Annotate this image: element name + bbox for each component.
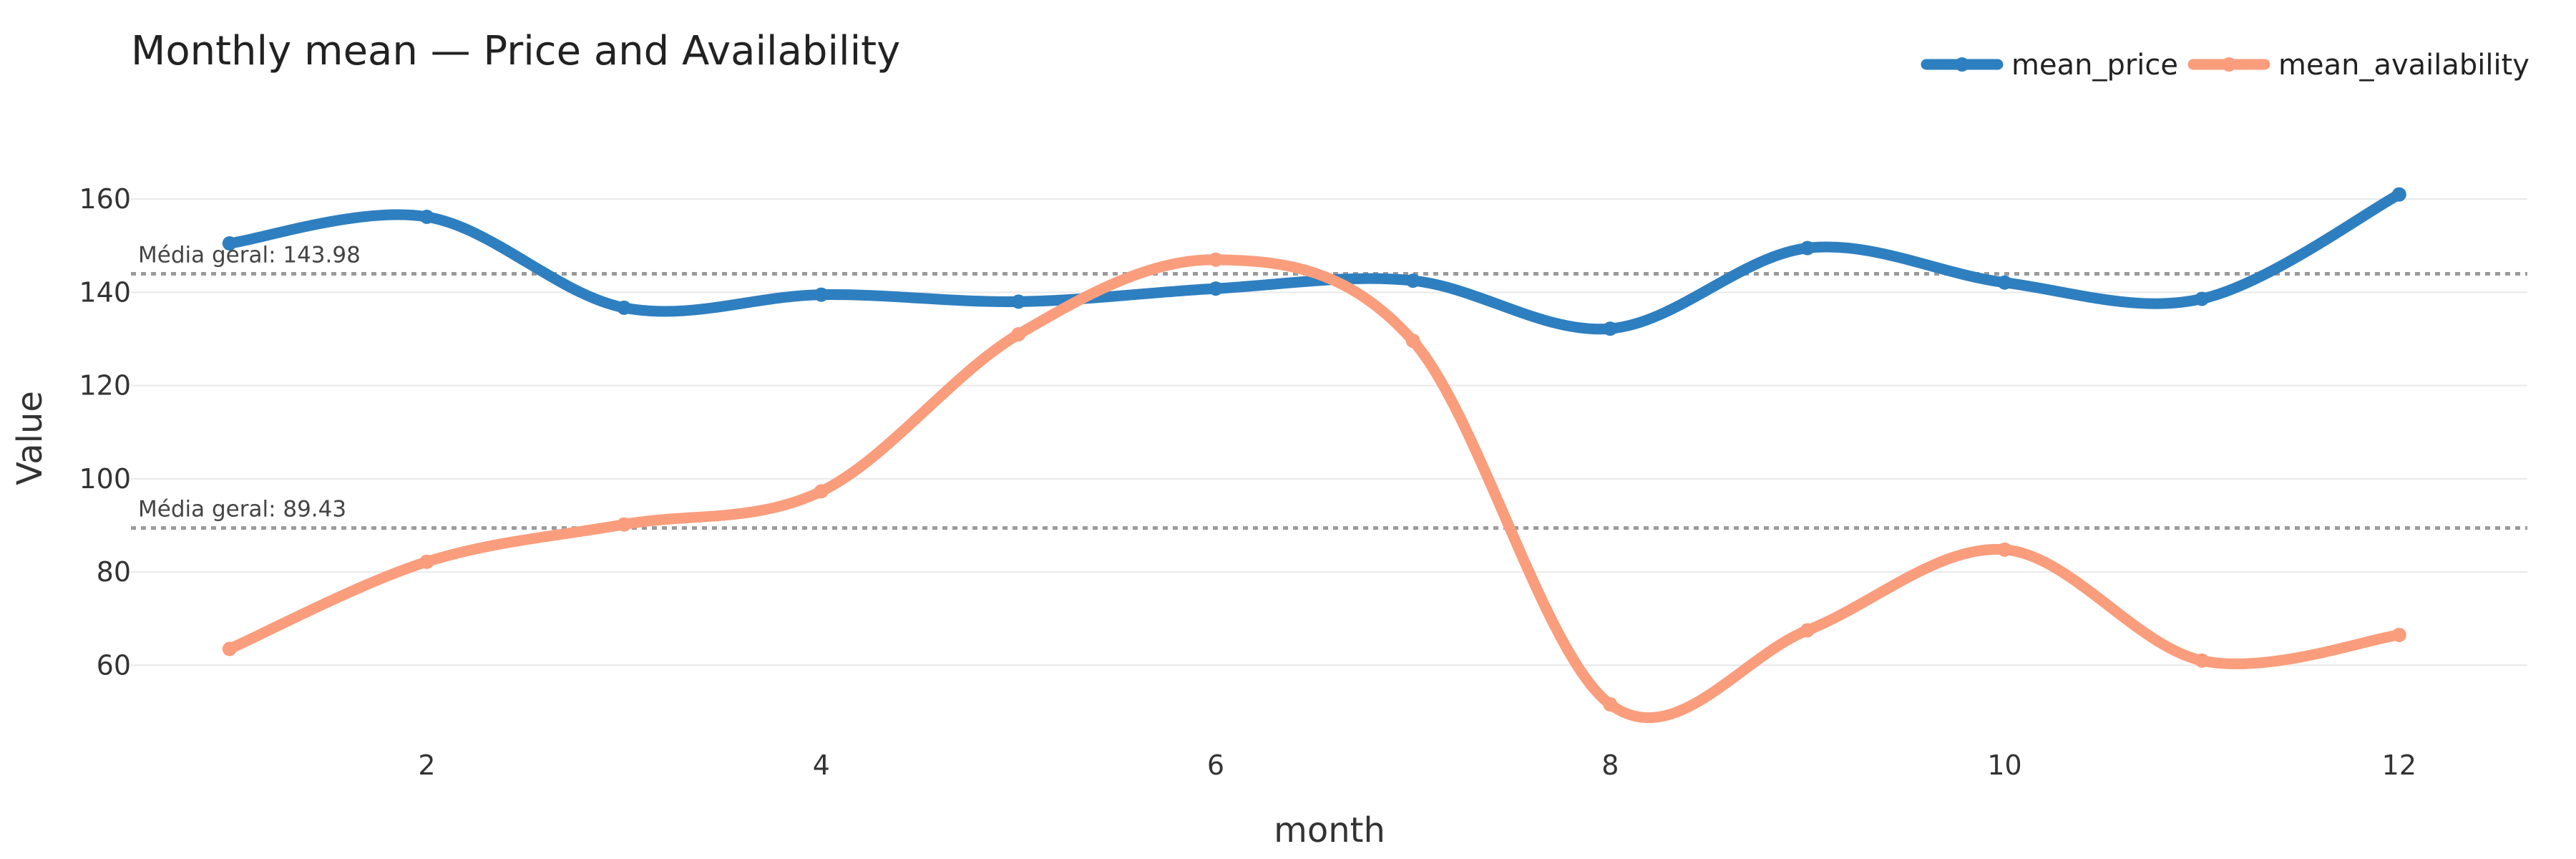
mean-annotation-1: Média geral: 143.98 (138, 242, 361, 268)
mean-price-point-12 (2391, 187, 2406, 202)
mean-availability-point-9 (1800, 623, 1815, 638)
y-axis-label: Value (10, 391, 50, 485)
x-axis-ticks: 2 4 6 8 10 12 (418, 749, 2416, 781)
mean-price-point-3 (617, 300, 632, 315)
legend-marker-mean-price (1955, 57, 1969, 72)
x-tick-label-8: 8 (1601, 749, 1619, 781)
plot-area: Média geral: 143.98 Média geral: 89.43 2 4… (79, 183, 2527, 781)
mean-price-point-1 (222, 236, 237, 251)
x-tick-label-10: 10 (1987, 749, 2021, 781)
mean-price-point-4 (814, 287, 829, 302)
legend-marker-mean-availability (2222, 57, 2236, 72)
mean-annotation-2: Média geral: 89.43 (138, 497, 346, 523)
mean-availability-point-5 (1011, 326, 1026, 341)
mean-price-point-9 (1800, 241, 1815, 256)
mean-availability-point-3 (617, 517, 632, 532)
mean-availability-line (224, 254, 2405, 724)
legend-label-mean-availability: mean_availability (2278, 49, 2529, 82)
mean-availability-point-11 (2195, 653, 2210, 668)
mean-price-point-8 (1603, 321, 1618, 336)
x-axis-label: month (1274, 810, 1385, 850)
y-tick-label-120: 120 (79, 370, 131, 402)
annotations: Média geral: 143.98 Média geral: 89.43 (138, 242, 361, 522)
x-tick-label-6: 6 (1207, 749, 1224, 781)
mean-availability-point-7 (1405, 334, 1420, 349)
y-tick-label-80: 80 (97, 556, 131, 588)
mean-price-point-5 (1011, 294, 1026, 309)
x-tick-label-4: 4 (813, 749, 830, 781)
x-tick-label-2: 2 (418, 749, 435, 781)
mean-price-point-6 (1209, 281, 1224, 296)
chart-title: Monthly mean — Price and Availability (131, 28, 900, 74)
mean-availability-point-12 (2391, 627, 2406, 642)
mean-availability-point-1 (222, 641, 237, 656)
mean-price-point-2 (419, 209, 434, 224)
mean-price-point-10 (1997, 275, 2012, 290)
mean-availability-point-8 (1603, 697, 1618, 712)
mean-availability-point-4 (814, 484, 829, 499)
x-tick-label-12: 12 (2382, 749, 2416, 781)
mean-price-line (224, 189, 2405, 335)
y-tick-label-140: 140 (79, 276, 131, 308)
series-points (222, 187, 2406, 712)
y-tick-label-160: 160 (79, 183, 131, 215)
gridlines (131, 198, 2527, 666)
y-tick-label-60: 60 (97, 649, 131, 681)
series-lines (224, 189, 2405, 724)
mean-price-point-11 (2195, 291, 2210, 306)
reference-lines (131, 271, 2527, 530)
mean-availability-point-10 (1997, 542, 2012, 557)
mean-availability-point-6 (1209, 252, 1224, 267)
legend: mean_price mean_availability (1921, 49, 2529, 82)
y-axis-ticks: 60 80 100 120 140 160 (79, 183, 131, 681)
mean-price-point-7 (1405, 273, 1420, 288)
y-tick-label-100: 100 (79, 463, 131, 495)
legend-label-mean-price: mean_price (2011, 49, 2178, 82)
mean-availability-point-2 (419, 554, 434, 569)
